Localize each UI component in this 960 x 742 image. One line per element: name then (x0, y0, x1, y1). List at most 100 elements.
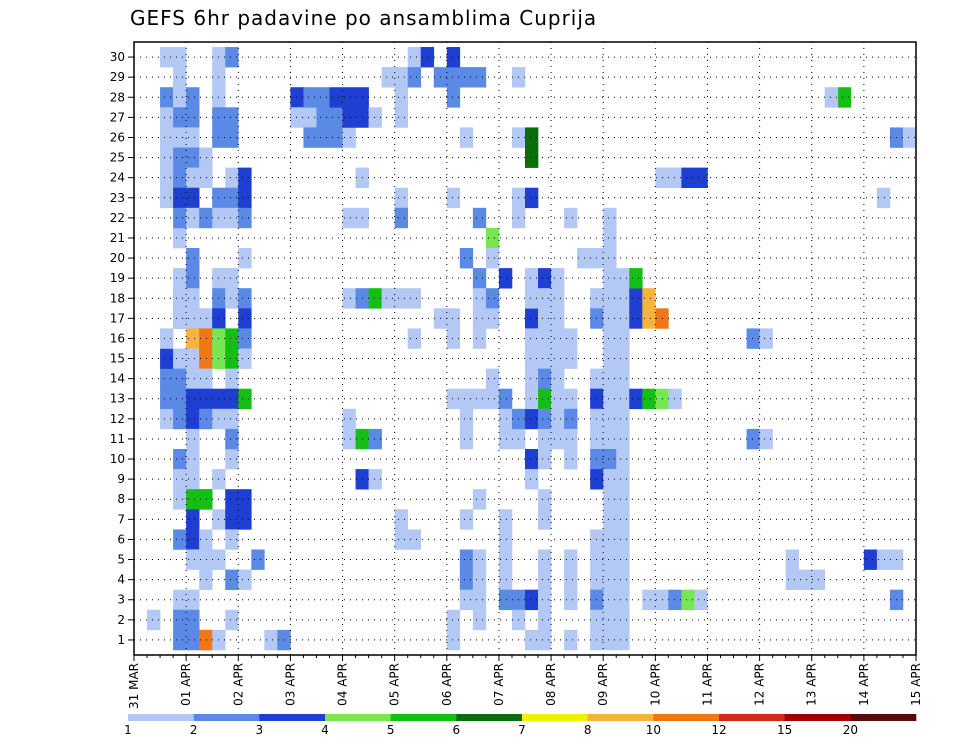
heatmap-cell (551, 368, 565, 389)
heatmap-cell (407, 328, 422, 349)
heatmap-cell (173, 207, 187, 229)
heatmap-cell (785, 569, 799, 590)
heatmap-cell (485, 227, 500, 249)
heatmap-cell (225, 288, 239, 309)
heatmap-cell (459, 549, 474, 570)
legend-swatch (719, 714, 785, 721)
heatmap-cell (472, 67, 487, 88)
heatmap-cell (186, 87, 200, 108)
y-tick-label: 30 (110, 50, 125, 64)
heatmap-cell (603, 408, 617, 430)
heatmap-cell (472, 288, 487, 309)
heatmap-cell (225, 448, 239, 470)
x-tick-label: 08 APR (544, 663, 558, 706)
heatmap-cell (173, 187, 187, 209)
heatmap-cell (186, 167, 200, 189)
heatmap-cell (538, 448, 552, 470)
heatmap-cell (160, 167, 174, 189)
heatmap-cell (160, 187, 174, 209)
heatmap-cell (446, 328, 461, 349)
heatmap-cell (225, 127, 239, 148)
heatmap-cell (225, 368, 239, 389)
heatmap-cell (329, 87, 343, 108)
heatmap-cell (173, 388, 187, 410)
heatmap-cell (603, 207, 617, 229)
heatmap-cell (186, 207, 200, 229)
heatmap-cell (238, 509, 252, 530)
legend-label: 20 (843, 723, 858, 737)
heatmap-cell (225, 187, 239, 209)
heatmap-cell (186, 629, 200, 651)
heatmap-cell (199, 388, 213, 410)
heatmap-cell (538, 408, 552, 430)
y-tick-label: 17 (110, 311, 125, 325)
heatmap-cell (876, 549, 891, 570)
heatmap-cell (642, 589, 656, 611)
heatmap-cell (303, 127, 317, 148)
y-tick-label: 16 (110, 331, 125, 345)
heatmap-cell (225, 388, 239, 410)
heatmap-cell (225, 609, 239, 631)
heatmap-cell (186, 248, 200, 269)
heatmap-cell (147, 609, 161, 631)
heatmap-cell (551, 328, 565, 349)
heatmap-cell (616, 469, 630, 490)
heatmap-cell (173, 227, 187, 249)
y-tick-label: 1 (117, 633, 125, 647)
heatmap-cell (342, 288, 356, 309)
heatmap-cell (603, 428, 617, 450)
heatmap-cell (746, 328, 760, 349)
heatmap-cell (551, 348, 565, 369)
heatmap-cell (538, 388, 552, 410)
x-tick-label: 04 APR (336, 663, 350, 706)
heatmap-cell (225, 509, 239, 530)
heatmap-cell (485, 248, 500, 269)
y-tick-label: 24 (110, 171, 125, 185)
x-tick-label: 07 APR (492, 663, 506, 706)
heatmap-cell (160, 348, 174, 369)
heatmap-cell (446, 388, 461, 410)
heatmap-cell (238, 308, 252, 329)
heatmap-cell (316, 127, 330, 148)
heatmap-cell (616, 529, 630, 550)
heatmap-cell (186, 107, 200, 128)
heatmap-cell (863, 549, 878, 570)
heatmap-cell (616, 288, 630, 309)
heatmap-cell (525, 448, 539, 470)
y-tick-label: 21 (110, 231, 125, 245)
heatmap-cell (173, 489, 187, 510)
heatmap-cell (616, 348, 630, 369)
heatmap-cell (199, 167, 213, 189)
heatmap-cell (342, 408, 356, 430)
x-tick-label: 02 APR (231, 663, 245, 706)
legend-swatch (456, 714, 523, 721)
heatmap-cell (173, 368, 187, 389)
heatmap-cell (173, 589, 187, 611)
heatmap-cell (785, 549, 799, 570)
heatmap-cell (472, 388, 487, 410)
heatmap-cell (746, 428, 760, 450)
heatmap-cell (603, 368, 617, 389)
chart-title: GEFS 6hr padavine po ansamblima Cuprija (130, 6, 598, 30)
heatmap-cell (551, 388, 565, 410)
legend-label: 8 (584, 723, 592, 737)
heatmap-cell (420, 47, 435, 68)
heatmap-cell (199, 408, 213, 430)
x-tick-label: 01 APR (179, 663, 193, 706)
heatmap-cell (538, 308, 552, 329)
heatmap-cell (498, 268, 513, 289)
heatmap-cell (368, 428, 382, 450)
legend-label: 12 (711, 723, 726, 737)
heatmap-cell (564, 448, 578, 470)
heatmap-cell (173, 448, 187, 470)
y-tick-label: 20 (110, 251, 125, 265)
heatmap-cell (538, 609, 552, 631)
heatmap-cell (668, 388, 682, 410)
heatmap-cell (173, 629, 187, 651)
y-tick-label: 29 (110, 70, 125, 84)
heatmap-cell (368, 107, 382, 128)
heatmap-cell (525, 127, 539, 148)
heatmap-cell (603, 328, 617, 349)
heatmap-cell (225, 489, 239, 510)
heatmap-cell (694, 167, 708, 189)
